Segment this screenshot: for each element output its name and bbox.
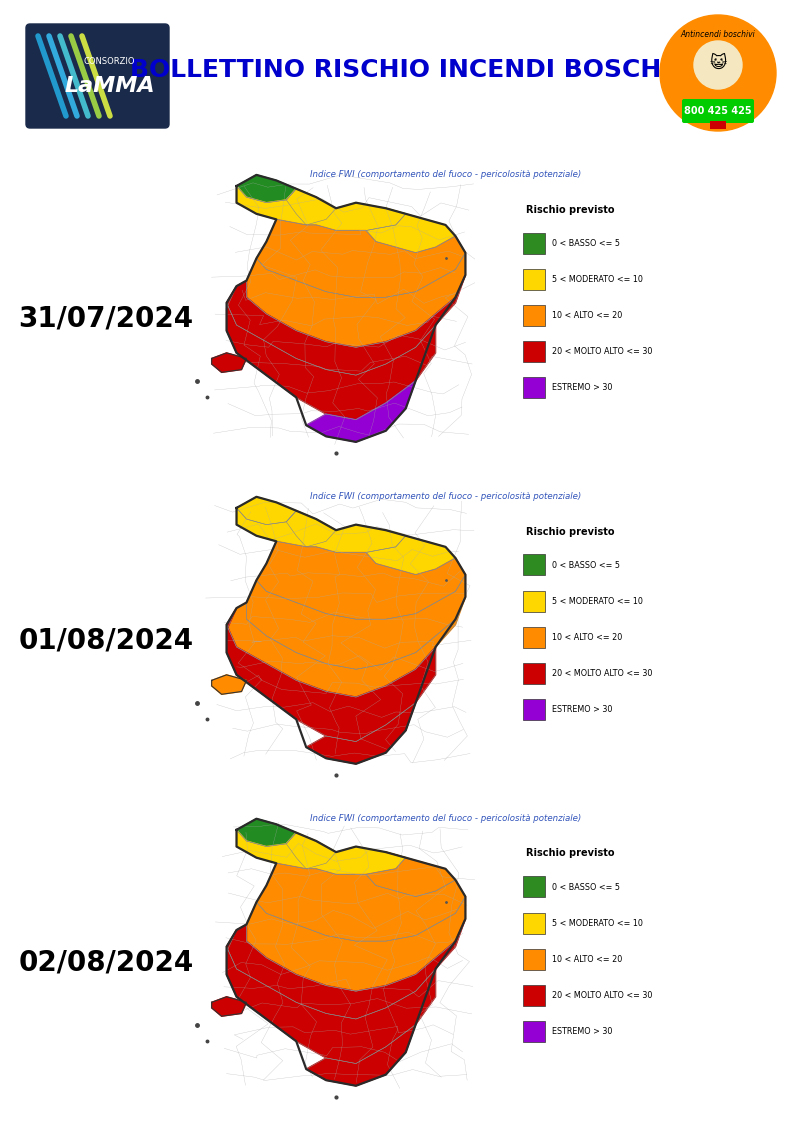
Circle shape: [660, 15, 776, 131]
Text: 10 < ALTO <= 20: 10 < ALTO <= 20: [553, 311, 622, 320]
Polygon shape: [226, 286, 436, 420]
Polygon shape: [256, 541, 465, 619]
Text: 800 425 425: 800 425 425: [684, 106, 752, 116]
Bar: [523, 1021, 545, 1042]
Polygon shape: [287, 189, 406, 230]
Bar: [523, 555, 545, 575]
Polygon shape: [226, 608, 436, 741]
Text: 5 < MODERATO <= 10: 5 < MODERATO <= 10: [553, 596, 643, 605]
Text: ESTREMO > 30: ESTREMO > 30: [553, 1028, 613, 1037]
Text: CONSORZIO: CONSORZIO: [83, 57, 135, 66]
Polygon shape: [306, 703, 416, 764]
Bar: [523, 699, 545, 720]
Text: 20 < MOLTO ALTO <= 30: 20 < MOLTO ALTO <= 30: [553, 669, 653, 678]
Polygon shape: [246, 575, 465, 669]
Polygon shape: [226, 597, 465, 697]
Polygon shape: [237, 496, 296, 524]
Polygon shape: [366, 530, 456, 575]
Bar: [523, 627, 545, 648]
Polygon shape: [306, 1024, 416, 1086]
Polygon shape: [246, 896, 465, 992]
Polygon shape: [237, 175, 296, 202]
Text: LaMMA: LaMMA: [64, 76, 155, 95]
Text: ESTREMO > 30: ESTREMO > 30: [553, 383, 613, 392]
Polygon shape: [226, 275, 465, 375]
Bar: [523, 377, 545, 398]
Bar: [710, 121, 726, 129]
Bar: [523, 949, 545, 969]
Polygon shape: [226, 930, 436, 1063]
Text: Rischio previsto: Rischio previsto: [526, 527, 615, 537]
Text: 01/08/2024: 01/08/2024: [18, 627, 194, 655]
Polygon shape: [212, 675, 246, 694]
Polygon shape: [287, 832, 406, 875]
Text: 0 < BASSO <= 5: 0 < BASSO <= 5: [553, 560, 620, 569]
Bar: [523, 985, 545, 1006]
Text: 5 < MODERATO <= 10: 5 < MODERATO <= 10: [553, 275, 643, 284]
Text: 0 < BASSO <= 5: 0 < BASSO <= 5: [553, 883, 620, 892]
Text: Indice FWI (comportamento del fuoco - pericolosità potenziale): Indice FWI (comportamento del fuoco - pe…: [310, 170, 581, 179]
Text: Indice FWI (comportamento del fuoco - pericolosità potenziale): Indice FWI (comportamento del fuoco - pe…: [310, 813, 581, 822]
Polygon shape: [237, 830, 336, 869]
FancyBboxPatch shape: [682, 99, 754, 124]
Text: Antincendi boschivi: Antincendi boschivi: [680, 30, 755, 39]
Bar: [523, 876, 545, 897]
Polygon shape: [366, 208, 456, 253]
Text: Indice FWI (comportamento del fuoco - pericolosità potenziale): Indice FWI (comportamento del fuoco - pe…: [310, 492, 581, 501]
Bar: [523, 663, 545, 684]
Bar: [523, 232, 545, 254]
Polygon shape: [226, 919, 465, 1019]
Polygon shape: [237, 186, 336, 225]
Text: Rischio previsto: Rischio previsto: [526, 204, 615, 214]
Text: 20 < MOLTO ALTO <= 30: 20 < MOLTO ALTO <= 30: [553, 347, 653, 356]
Polygon shape: [237, 508, 336, 547]
Polygon shape: [246, 253, 465, 347]
Polygon shape: [366, 852, 456, 896]
Polygon shape: [212, 997, 246, 1016]
Bar: [523, 913, 545, 933]
Polygon shape: [306, 381, 416, 442]
Polygon shape: [237, 819, 296, 847]
Bar: [523, 591, 545, 612]
Text: 10 < ALTO <= 20: 10 < ALTO <= 20: [553, 955, 622, 964]
Text: 😺: 😺: [709, 54, 727, 72]
Polygon shape: [256, 864, 465, 941]
Polygon shape: [287, 511, 406, 553]
Text: 20 < MOLTO ALTO <= 30: 20 < MOLTO ALTO <= 30: [553, 990, 653, 999]
Text: ESTREMO > 30: ESTREMO > 30: [553, 705, 613, 714]
Text: BOLLETTINO RISCHIO INCENDI BOSCHIVI: BOLLETTINO RISCHIO INCENDI BOSCHIVI: [130, 58, 700, 82]
Polygon shape: [212, 353, 246, 373]
Bar: [523, 341, 545, 362]
Text: Rischio previsto: Rischio previsto: [526, 849, 615, 858]
Text: 10 < ALTO <= 20: 10 < ALTO <= 20: [553, 633, 622, 642]
Text: 0 < BASSO <= 5: 0 < BASSO <= 5: [553, 239, 620, 248]
Text: 02/08/2024: 02/08/2024: [18, 949, 194, 977]
Text: 31/07/2024: 31/07/2024: [18, 304, 194, 332]
Circle shape: [694, 42, 742, 89]
FancyBboxPatch shape: [26, 24, 169, 128]
Polygon shape: [256, 219, 465, 298]
Bar: [523, 304, 545, 326]
Text: 5 < MODERATO <= 10: 5 < MODERATO <= 10: [553, 919, 643, 928]
Bar: [523, 268, 545, 290]
